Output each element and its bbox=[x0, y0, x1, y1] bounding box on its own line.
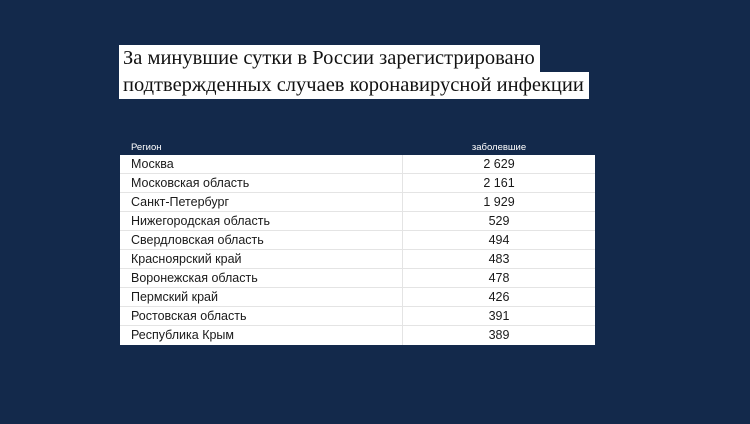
cases-cell: 529 bbox=[488, 214, 510, 228]
chart-title: За минувшие сутки в России зарегистриров… bbox=[119, 45, 589, 99]
table-row: Нижегородская область 529 bbox=[120, 212, 595, 231]
cases-cell: 483 bbox=[488, 252, 510, 266]
column-header-cases: заболевшие bbox=[471, 142, 527, 153]
table-row: Пермский край 426 bbox=[120, 288, 595, 307]
cases-cell: 494 bbox=[488, 233, 510, 247]
table-row: Республика Крым 389 bbox=[120, 326, 595, 345]
table-row: Ростовская область 391 bbox=[120, 307, 595, 326]
cases-cell: 391 bbox=[488, 309, 510, 323]
table-row: Свердловская область 494 bbox=[120, 231, 595, 250]
region-cell: Москва bbox=[120, 155, 403, 173]
cases-table: Регион заболевшие Москва 2 629 Московская … bbox=[120, 140, 595, 345]
region-cell: Нижегородская область bbox=[120, 212, 403, 230]
table-row: Московская область 2 161 bbox=[120, 174, 595, 193]
table-header: Регион заболевшие bbox=[120, 140, 595, 155]
region-cell: Воронежская область bbox=[120, 269, 403, 287]
region-cell: Московская область bbox=[120, 174, 403, 192]
title-line-2: подтвержденных случаев коронавирусной ин… bbox=[119, 72, 589, 99]
region-cell: Республика Крым bbox=[120, 326, 403, 345]
table-row: Санкт-Петербург 1 929 bbox=[120, 193, 595, 212]
region-cell: Ростовская область bbox=[120, 307, 403, 325]
table-row: Воронежская область 478 bbox=[120, 269, 595, 288]
cases-cell: 2 629 bbox=[483, 157, 515, 171]
region-cell: Пермский край bbox=[120, 288, 403, 306]
region-cell: Свердловская область bbox=[120, 231, 403, 249]
table-body: Москва 2 629 Московская область 2 161 Санкт-… bbox=[120, 155, 595, 345]
column-header-region: Регион bbox=[131, 142, 162, 153]
cases-cell: 389 bbox=[488, 328, 510, 342]
table-row: Красноярский край 483 bbox=[120, 250, 595, 269]
region-cell: Санкт-Петербург bbox=[120, 193, 403, 211]
cases-cell: 2 161 bbox=[483, 176, 515, 190]
title-line-1: За минувшие сутки в России зарегистриров… bbox=[119, 45, 540, 72]
cases-cell: 426 bbox=[488, 290, 510, 304]
cases-cell: 478 bbox=[488, 271, 510, 285]
table-row: Москва 2 629 bbox=[120, 155, 595, 174]
cases-cell: 1 929 bbox=[483, 195, 515, 209]
region-cell: Красноярский край bbox=[120, 250, 403, 268]
